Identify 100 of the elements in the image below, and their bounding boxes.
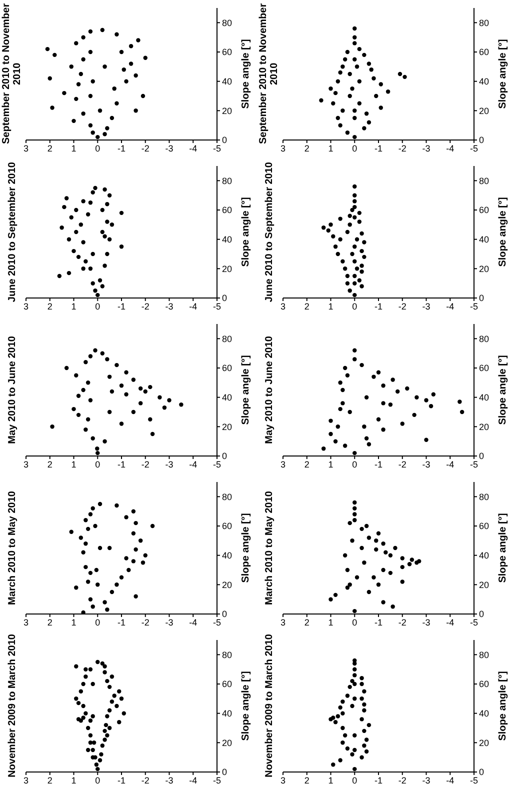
point	[74, 664, 78, 669]
point	[360, 696, 364, 701]
point	[400, 422, 404, 426]
point	[352, 292, 357, 298]
x-tick-label: -3	[422, 775, 430, 786]
point	[348, 72, 352, 76]
point	[352, 41, 357, 46]
point	[107, 410, 112, 414]
x-tick-label: -1	[374, 143, 383, 154]
point	[352, 134, 357, 140]
y-axis-title: Slope angle [°]	[240, 355, 252, 425]
x-tick-label: -4	[446, 143, 454, 154]
point	[102, 600, 107, 604]
point	[60, 225, 64, 230]
point	[336, 424, 340, 429]
point	[100, 743, 105, 748]
point	[124, 370, 128, 375]
point	[90, 79, 95, 84]
point	[360, 264, 364, 268]
point	[345, 694, 350, 698]
point	[117, 720, 122, 724]
x-tick-label: -2	[141, 459, 150, 470]
y-tick-label: 60	[479, 205, 490, 216]
x-tick-label: -1	[117, 775, 126, 786]
point	[360, 546, 364, 550]
point	[105, 202, 110, 206]
x-tick-label: 3	[23, 301, 29, 312]
point	[128, 62, 134, 66]
point	[66, 237, 72, 242]
point	[357, 101, 362, 106]
point	[352, 682, 357, 686]
point	[134, 108, 138, 113]
point	[78, 72, 84, 76]
x-tick-label: -5	[212, 143, 222, 154]
point	[338, 758, 342, 762]
y-tick-label: 80	[222, 650, 232, 660]
point	[328, 418, 333, 423]
y-tick-label: 40	[479, 234, 490, 245]
point	[362, 52, 366, 58]
y-tick-label: 0	[222, 451, 228, 462]
point	[400, 556, 404, 560]
point	[95, 446, 100, 451]
point	[105, 607, 110, 612]
point	[333, 244, 338, 249]
y-axis-title: Slope angle [°]	[240, 671, 252, 741]
point	[52, 52, 57, 58]
point	[107, 708, 112, 713]
point	[366, 120, 372, 125]
x-tick-label: 0	[352, 775, 358, 786]
point	[338, 70, 342, 75]
point	[348, 288, 352, 293]
x-tick-label: 1	[328, 301, 334, 312]
point	[76, 394, 81, 398]
point	[72, 118, 76, 124]
point	[158, 395, 162, 400]
point	[431, 392, 436, 397]
x-tick-label: -3	[165, 775, 174, 786]
point	[74, 696, 78, 701]
y-tick-label: 40	[222, 76, 232, 87]
x-tick-label: 0	[352, 459, 358, 470]
point	[88, 354, 93, 358]
point	[88, 597, 93, 602]
point	[350, 752, 354, 757]
x-tick-label: -2	[141, 301, 150, 312]
y-tick-label: 60	[222, 679, 232, 690]
point	[338, 380, 342, 385]
point	[393, 546, 398, 550]
point	[114, 362, 119, 368]
y-tick-label: 0	[222, 767, 228, 778]
point	[340, 401, 345, 406]
point	[352, 244, 357, 249]
point	[331, 762, 336, 767]
point	[134, 547, 138, 552]
point	[124, 515, 128, 520]
point	[90, 748, 95, 752]
point	[138, 386, 143, 391]
point	[74, 208, 78, 212]
point	[350, 208, 354, 212]
point	[414, 395, 419, 400]
point	[360, 284, 364, 288]
text: November 2009 to March 2010	[6, 634, 18, 778]
x-tick-label: -2	[141, 617, 150, 628]
y-tick-label: 80	[222, 176, 232, 186]
point	[117, 689, 122, 694]
point	[50, 424, 54, 429]
point	[64, 366, 69, 370]
point	[362, 728, 366, 734]
point	[100, 28, 105, 32]
x-tick-label: -3	[165, 459, 174, 470]
point	[328, 597, 333, 602]
point	[326, 228, 330, 233]
point	[88, 123, 93, 128]
point	[412, 412, 416, 418]
x-tick-label: -2	[398, 775, 406, 786]
x-tick-label: 1	[328, 617, 334, 628]
text: March 2010 to May 2010	[6, 491, 18, 605]
point	[374, 94, 378, 98]
y-tick-label: 20	[222, 422, 232, 432]
x-tick-label: 1	[71, 459, 76, 470]
point	[90, 252, 95, 256]
